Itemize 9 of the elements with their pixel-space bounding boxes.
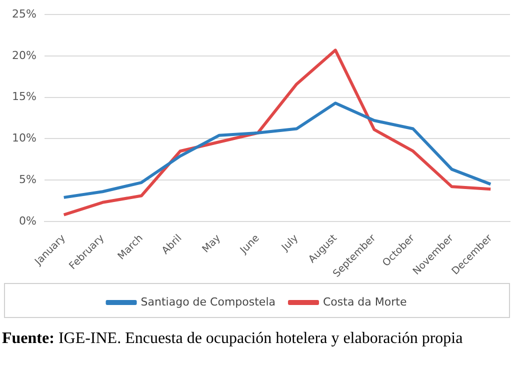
- y-tick-label: 20%: [12, 48, 36, 62]
- source-note: Fuente: IGE-INE. Encuesta de ocupación hotelera y elaboración propia: [2, 330, 463, 347]
- y-tick-label: 15%: [12, 90, 36, 104]
- y-tick-label: 25%: [12, 7, 36, 20]
- y-tick-label: 5%: [18, 172, 36, 186]
- y-tick-label: 0%: [18, 214, 36, 228]
- y-tick-label: 10%: [12, 132, 36, 145]
- legend-label: Costa da Morte: [322, 295, 407, 308]
- legend-label: Santiago de Compostela: [140, 295, 276, 308]
